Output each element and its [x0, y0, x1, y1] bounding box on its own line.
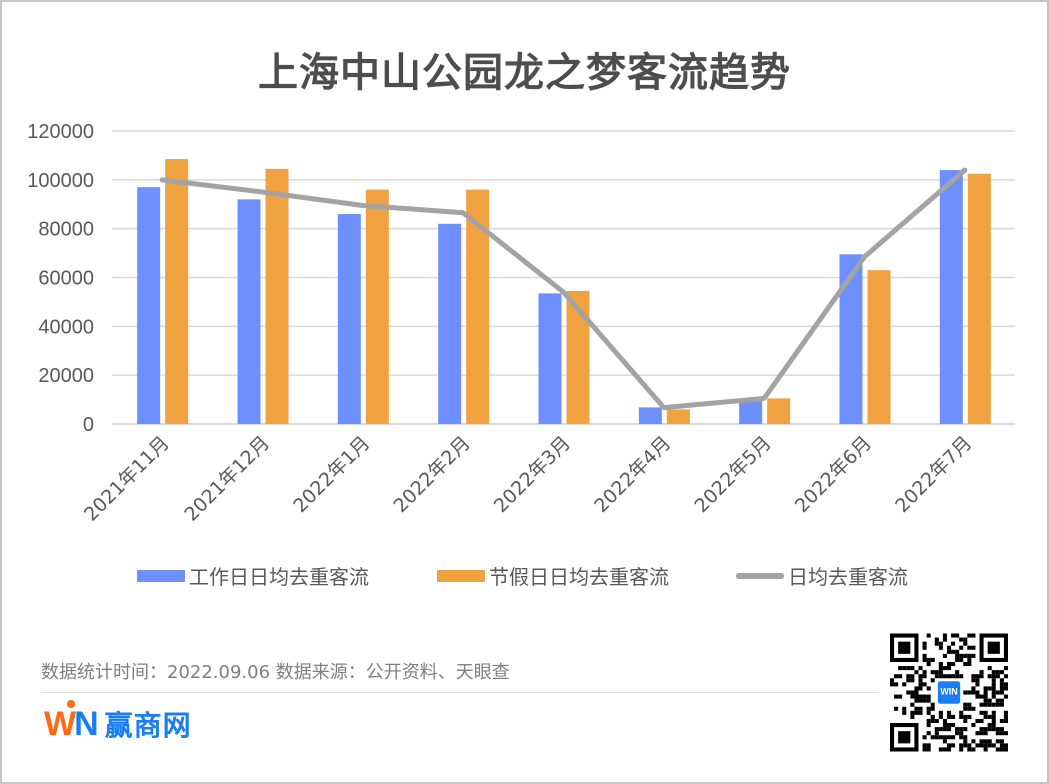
bar-holiday [365, 189, 389, 424]
footer-divider [41, 692, 879, 693]
legend-label-workday: 工作日日均去重客流 [189, 565, 369, 589]
bar-workday [939, 170, 963, 424]
qr-code-icon: WIN [890, 633, 1008, 752]
y-tick-label: 80000 [38, 219, 94, 241]
y-tick-label: 20000 [38, 365, 94, 387]
bar-workday [839, 254, 863, 424]
bar-holiday [466, 189, 490, 424]
legend-swatch-workday [137, 569, 185, 582]
bar-workday [337, 214, 361, 424]
brand-logo: WN 赢商网 [44, 700, 192, 744]
bar-holiday [265, 168, 289, 424]
bar-series [137, 159, 991, 424]
chart-title: 上海中山公园龙之梦客流趋势 [258, 50, 791, 96]
x-tick-label: 2021年12月 [180, 432, 274, 526]
svg-text:WIN: WIN [940, 687, 957, 697]
chart-legend: 工作日日均去重客流 节假日日均去重客流 日均去重客流 [0, 561, 1049, 589]
x-tick-label: 2022年1月 [289, 432, 374, 517]
legend-label-average: 日均去重客流 [788, 565, 908, 589]
line-average [159, 167, 968, 411]
bar-holiday [867, 270, 891, 424]
legend-swatch-average [736, 572, 784, 579]
x-tick-label: 2022年4月 [590, 432, 675, 517]
bar-holiday [967, 173, 991, 424]
legend-item-workday: 工作日日均去重客流 [137, 561, 369, 590]
y-tick-label: 0 [83, 414, 94, 436]
bar-workday [438, 223, 462, 424]
y-tick-label: 60000 [38, 268, 94, 290]
bar-workday [739, 400, 763, 424]
legend-label-holiday: 节假日日均去重客流 [489, 565, 669, 589]
x-tick-label: 2022年3月 [490, 432, 575, 517]
x-tick-label: 2022年5月 [691, 432, 776, 517]
logo-dot-icon [67, 700, 75, 708]
x-tick-label: 2021年11月 [80, 432, 174, 526]
win-logo-icon: WN [44, 700, 99, 742]
bar-holiday [666, 409, 690, 424]
gridlines [112, 130, 1015, 425]
x-tick-label: 2022年7月 [891, 432, 976, 517]
x-tick-label: 2022年2月 [390, 432, 475, 517]
line-series [159, 167, 968, 411]
bar-workday [237, 199, 261, 424]
y-tick-label: 120000 [27, 121, 94, 143]
y-axis-labels: 0 20000 40000 60000 80000 100000 120000 [27, 121, 94, 436]
legend-item-holiday: 节假日日均去重客流 [437, 561, 669, 590]
y-tick-label: 100000 [27, 170, 94, 192]
bar-workday [638, 407, 662, 424]
bar-workday [538, 293, 562, 424]
data-source-note: 数据统计时间：2022.09.06 数据来源：公开资料、天眼查 [41, 662, 510, 683]
bar-holiday [165, 159, 189, 424]
bar-holiday [566, 290, 590, 424]
brand-name: 赢商网 [104, 709, 192, 742]
bar-holiday [767, 398, 791, 424]
legend-item-average: 日均去重客流 [736, 561, 908, 590]
qr-logo-badge [935, 679, 963, 706]
y-tick-label: 40000 [38, 316, 94, 338]
x-axis-labels: 2021年11月 2021年12月 2022年1月 2022年2月 2022年3月 202… [80, 432, 976, 526]
x-tick-label: 2022年6月 [791, 432, 876, 517]
bar-workday [137, 187, 161, 424]
legend-swatch-holiday [437, 569, 485, 582]
